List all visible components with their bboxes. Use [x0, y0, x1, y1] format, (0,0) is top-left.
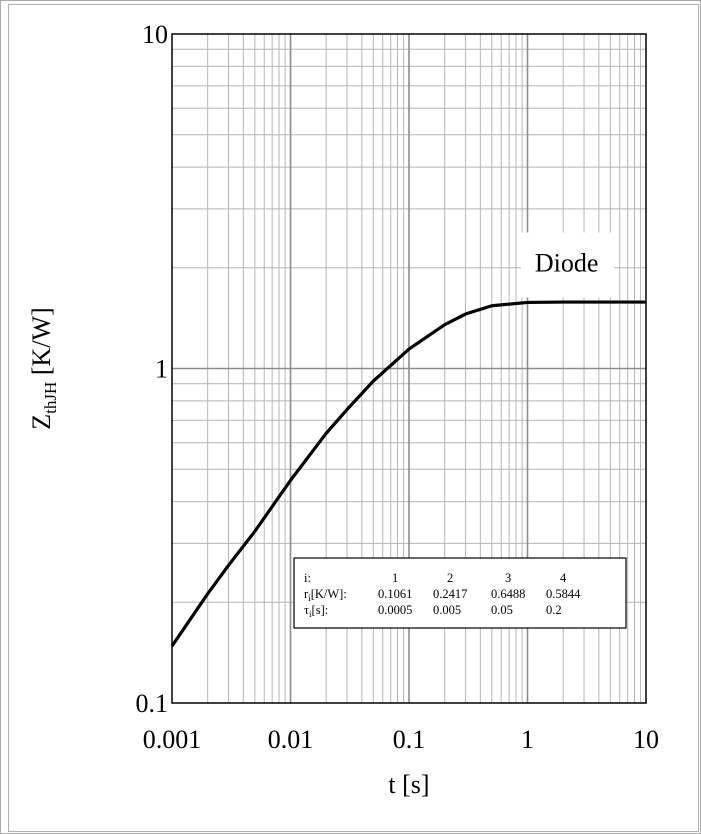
legend-table-cell: 0.5844 — [546, 587, 581, 601]
legend-table-row-label: τi[s]: — [304, 603, 328, 619]
legend-table-cell: 0.2417 — [433, 587, 467, 601]
legend-table-cell: 0.0005 — [378, 603, 412, 617]
legend-table-row-label-rest: [K/W]: — [311, 587, 347, 601]
legend-table-cell: 0.05 — [491, 603, 513, 617]
legend-table-row-label: ri[K/W]: — [304, 587, 347, 603]
series-label-group: Diode — [521, 232, 615, 298]
y-axis-title-sub: thJH — [41, 382, 60, 414]
legend-table-row-label-rest: [s]: — [312, 603, 329, 617]
legend-table: i: 1 2 3 4ri[K/W]: 0.1061 0.2417 0.6488 0.5844τi… — [293, 557, 627, 629]
x-tick-label: 0.001 — [143, 725, 202, 754]
y-tick-label: 1 — [155, 355, 168, 384]
plot-area-border — [171, 33, 647, 704]
series-group — [170, 300, 646, 647]
figure-inner-border — [8, 4, 699, 832]
legend-table-column-header: 4 — [560, 571, 567, 585]
legend-table-column-header: 3 — [505, 571, 511, 585]
x-axis-title: t [s] — [388, 770, 429, 799]
y-tick-label: 0.1 — [136, 689, 169, 718]
legend-table-cell: 0.005 — [433, 603, 461, 617]
x-tick-labels: 0.001 0.01 0.1 1 10 — [143, 725, 659, 754]
x-tick-label: 1 — [521, 725, 534, 754]
x-tick-label: 0.1 — [393, 725, 426, 754]
legend-table-row-label-sub: i — [309, 609, 312, 619]
legend-table-row-label-main: r — [304, 587, 309, 601]
y-axis-title-unit: [K/W] — [27, 307, 56, 381]
legend-table-cell: 0.6488 — [491, 587, 525, 601]
legend-table-cell: 0.1061 — [378, 587, 412, 601]
x-tick-label: 10 — [633, 725, 659, 754]
x-tick-label: 0.01 — [268, 725, 314, 754]
series-label-background — [521, 232, 615, 298]
series-label-diode: Diode — [535, 248, 599, 277]
y-axis-title-main: Z — [27, 414, 56, 430]
y-tick-labels: 0.1 1 10 — [136, 20, 169, 718]
legend-table-cell: 0.2 — [546, 603, 562, 617]
y-axis-title: ZthJH [K/W] — [27, 307, 60, 429]
legend-table-row-label-sub: i — [308, 593, 311, 603]
legend-table-column-header: 1 — [392, 571, 398, 585]
y-tick-label: 10 — [142, 20, 168, 49]
legend-table-box — [293, 557, 627, 629]
series-line-diode — [170, 300, 646, 647]
legend-table-header-label: i: — [304, 571, 311, 585]
legend-table-column-header: 2 — [447, 571, 453, 585]
legend-table-row-label-main: τ — [304, 603, 309, 617]
